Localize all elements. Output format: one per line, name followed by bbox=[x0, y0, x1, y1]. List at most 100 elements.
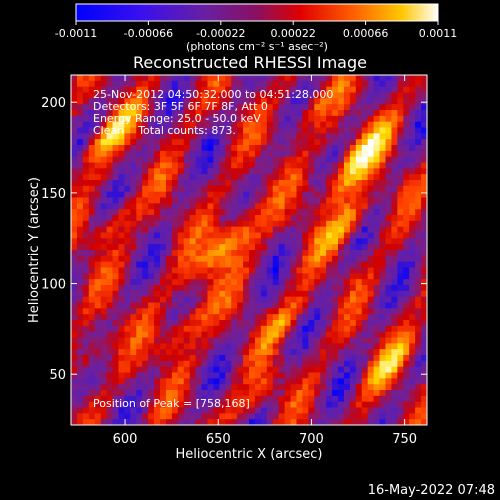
heatmap-cell bbox=[148, 168, 155, 175]
heatmap-cell bbox=[367, 314, 375, 321]
heatmap-cell bbox=[355, 360, 363, 368]
heatmap-cell bbox=[106, 413, 114, 420]
heatmap-cell bbox=[355, 355, 363, 362]
heatmap-cell bbox=[272, 384, 280, 391]
heatmap-cell bbox=[391, 343, 398, 350]
heatmap-cell bbox=[391, 185, 398, 193]
heatmap-cell bbox=[243, 238, 250, 245]
heatmap-cell bbox=[278, 366, 286, 374]
heatmap-cell bbox=[94, 261, 102, 269]
heatmap-cell bbox=[231, 80, 238, 88]
heatmap-cell bbox=[314, 80, 321, 88]
heatmap-cell bbox=[367, 285, 375, 292]
heatmap-cell bbox=[231, 407, 238, 414]
heatmap-cell bbox=[367, 395, 375, 403]
heatmap-cell bbox=[403, 168, 410, 175]
heatmap-cell bbox=[237, 343, 244, 350]
heatmap-cell bbox=[373, 232, 381, 239]
heatmap-cell bbox=[421, 378, 427, 385]
heatmap-cell bbox=[124, 156, 131, 164]
heatmap-cell bbox=[361, 279, 369, 286]
heatmap-cell bbox=[71, 104, 78, 111]
heatmap-cell bbox=[260, 86, 268, 94]
heatmap-cell bbox=[254, 75, 262, 82]
heatmap-cell bbox=[385, 378, 392, 385]
heatmap-cell bbox=[106, 156, 114, 164]
heatmap-cell bbox=[171, 320, 179, 327]
heatmap-cell bbox=[177, 139, 185, 146]
heatmap-cell bbox=[367, 279, 375, 286]
heatmap-cell bbox=[154, 255, 161, 263]
heatmap-cell bbox=[338, 127, 345, 134]
heatmap-cell bbox=[284, 115, 292, 123]
heatmap-cell bbox=[326, 209, 333, 216]
heatmap-cell bbox=[302, 378, 309, 385]
heatmap-cell bbox=[302, 80, 309, 88]
heatmap-cell bbox=[355, 261, 363, 269]
heatmap-cell bbox=[136, 390, 143, 397]
heatmap-cell bbox=[71, 215, 78, 222]
heatmap-cell bbox=[136, 320, 143, 327]
heatmap-cell bbox=[379, 255, 387, 263]
heatmap-cell bbox=[302, 337, 309, 344]
heatmap-cell bbox=[94, 139, 102, 146]
heatmap-cell bbox=[385, 174, 392, 181]
heatmap-cell bbox=[326, 220, 333, 228]
heatmap-cell bbox=[160, 238, 167, 245]
heatmap-cell bbox=[165, 121, 173, 129]
heatmap-cell bbox=[409, 325, 416, 333]
heatmap-cell bbox=[130, 355, 137, 362]
heatmap-cell bbox=[112, 273, 120, 280]
heatmap-cell bbox=[254, 215, 262, 222]
heatmap-cell bbox=[207, 407, 214, 414]
heatmap-cell bbox=[379, 150, 387, 158]
heatmap-cell bbox=[154, 413, 161, 420]
heatmap-cell bbox=[379, 372, 387, 379]
heatmap-cell bbox=[314, 343, 321, 350]
heatmap-cell bbox=[231, 133, 238, 140]
heatmap-cell bbox=[82, 355, 90, 362]
heatmap-cell bbox=[112, 174, 120, 181]
heatmap-cell bbox=[397, 145, 404, 152]
heatmap-cell bbox=[183, 180, 191, 187]
heatmap-cell bbox=[219, 110, 226, 117]
heatmap-cell bbox=[88, 372, 96, 379]
heatmap-cell bbox=[124, 215, 131, 222]
heatmap-cell bbox=[94, 180, 102, 187]
heatmap-cell bbox=[391, 115, 398, 123]
heatmap-cell bbox=[165, 255, 173, 263]
heatmap-cell bbox=[201, 150, 209, 158]
heatmap-cell bbox=[343, 209, 351, 216]
heatmap-cell bbox=[177, 285, 185, 292]
heatmap-cell bbox=[100, 419, 108, 425]
heatmap-cell bbox=[391, 308, 398, 315]
heatmap-cell bbox=[225, 209, 232, 216]
heatmap-cell bbox=[243, 279, 250, 286]
heatmap-cell bbox=[118, 355, 125, 362]
heatmap-cell bbox=[243, 174, 250, 181]
heatmap-cell bbox=[82, 273, 90, 280]
heatmap-cell bbox=[225, 255, 232, 263]
heatmap-cell bbox=[249, 355, 256, 362]
heatmap-cell bbox=[421, 395, 427, 403]
heatmap-cell bbox=[361, 407, 369, 414]
heatmap-cell bbox=[403, 285, 410, 292]
heatmap-cell bbox=[160, 133, 167, 140]
heatmap-cell bbox=[88, 279, 96, 286]
heatmap-cell bbox=[397, 378, 404, 385]
heatmap-cell bbox=[284, 390, 292, 397]
heatmap-cell bbox=[82, 279, 90, 286]
heatmap-cell bbox=[219, 127, 226, 134]
heatmap-cell bbox=[409, 162, 416, 169]
heatmap-cell bbox=[397, 203, 404, 210]
heatmap-cell bbox=[130, 185, 137, 193]
heatmap-cell bbox=[71, 279, 78, 286]
heatmap-cell bbox=[272, 215, 280, 222]
heatmap-cell bbox=[320, 110, 327, 117]
heatmap-cell bbox=[82, 86, 90, 94]
heatmap-cell bbox=[171, 296, 179, 304]
heatmap-cell bbox=[284, 343, 292, 350]
heatmap-cell bbox=[421, 302, 427, 309]
heatmap-cell bbox=[106, 115, 114, 123]
heatmap-cell bbox=[415, 209, 422, 216]
